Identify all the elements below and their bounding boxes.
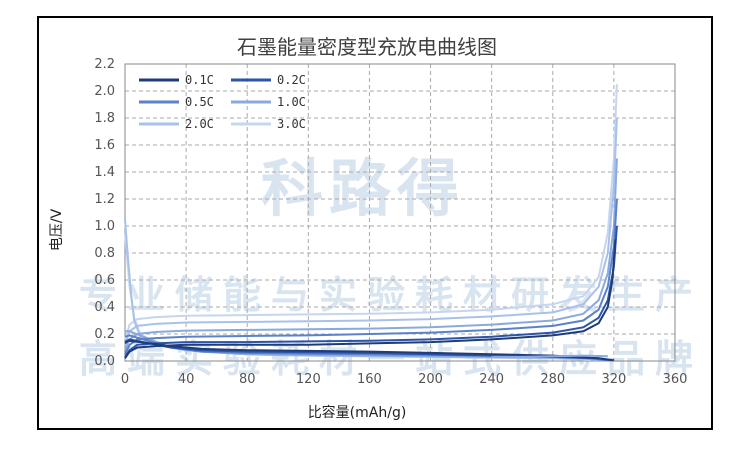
- chart-svg: 石墨能量密度型充放电曲线图 0 40 80 120 160 200 240 280 320 360…: [49, 35, 687, 421]
- plot-border: [124, 63, 676, 362]
- x-tick-label: 360: [663, 372, 688, 387]
- series-layer: [124, 84, 618, 362]
- y-axis-label: 电压/V: [49, 208, 65, 251]
- series-line-extra: [491, 354, 608, 358]
- chart-frame: 科路得 专业储能与实验耗材研发生产 高端实验耗材一站式供应品牌 石墨能量密度型充…: [37, 16, 713, 430]
- x-tick-label: 240: [479, 372, 504, 387]
- x-axis-label: 比容量(mAh/g): [308, 404, 407, 421]
- series-line-charge: [124, 117, 618, 346]
- watermark-brand: 科路得: [261, 152, 466, 225]
- x-tick-label: 280: [540, 372, 565, 387]
- axes: 0 40 80 120 160 200 240 280 320 360 0.0 0.2 0.4 0.6 0.…: [94, 57, 687, 387]
- series-line-charge: [124, 84, 618, 340]
- series-line-charge: [124, 158, 618, 351]
- series-line-charge: [124, 239, 617, 359]
- y-tick-label: 0.8: [94, 246, 115, 261]
- y-tick-label: 1.6: [94, 138, 115, 153]
- legend-label: 0.1C: [185, 73, 214, 87]
- y-tick-label: 1.4: [94, 165, 115, 180]
- y-tick-label: 0.0: [94, 354, 115, 369]
- legend-label: 0.5C: [185, 95, 214, 109]
- x-tick-label: 0: [121, 372, 129, 387]
- legend-label: 2.0C: [185, 117, 214, 131]
- chart-title: 石墨能量密度型充放电曲线图: [237, 35, 497, 59]
- x-tick-label: 160: [357, 372, 382, 387]
- y-tick-label: 2.2: [94, 57, 115, 72]
- y-tick-label: 1.0: [94, 219, 115, 234]
- legend-label: 1.0C: [277, 95, 306, 109]
- y-tick-label: 0.2: [94, 327, 115, 342]
- x-tick-label: 120: [296, 372, 321, 387]
- y-tick-label: 1.8: [94, 111, 115, 126]
- series-line-charge: [124, 225, 618, 358]
- x-tick-label: 320: [601, 372, 626, 387]
- y-tick-label: 0.6: [94, 273, 115, 288]
- x-tick-label: 40: [178, 372, 195, 387]
- legend: 0.1C 0.2C 0.5C 1.0C 2.0C 3.0C: [139, 73, 306, 131]
- y-tick-label: 0.4: [94, 300, 115, 315]
- y-tick-label: 2.0: [94, 84, 115, 99]
- x-tick-label: 80: [239, 372, 256, 387]
- legend-label: 0.2C: [277, 73, 306, 87]
- legend-label: 3.0C: [277, 117, 306, 131]
- x-tick-label: 200: [418, 372, 443, 387]
- y-tick-label: 1.2: [94, 192, 115, 207]
- series-line-charge: [124, 198, 618, 355]
- series-line-discharge: [124, 219, 599, 362]
